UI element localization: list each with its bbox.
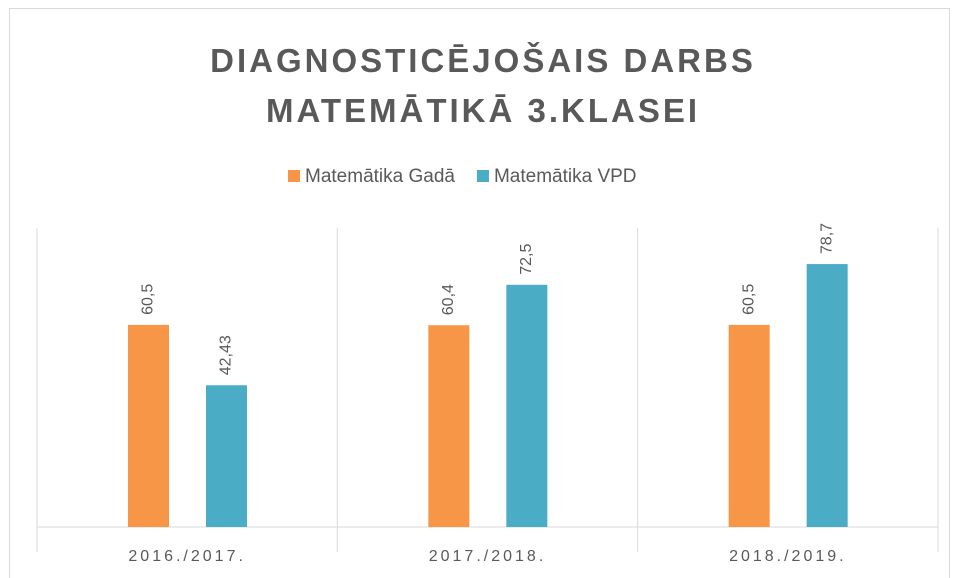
x-tick-label: 2017./2018. (429, 548, 547, 565)
bar (506, 284, 548, 527)
data-label: 72,5 (518, 244, 535, 275)
legend-swatch (288, 170, 300, 182)
data-label: 60,4 (440, 284, 457, 315)
data-label: 78,7 (818, 223, 835, 254)
bar (206, 385, 247, 527)
bar (728, 324, 770, 527)
data-label: 42,43 (218, 335, 235, 375)
bar (428, 325, 470, 527)
bar (806, 264, 848, 527)
legend-label: Matemātika Gadā (305, 166, 455, 187)
bar (128, 324, 169, 527)
x-tick-label: 2016./2017. (128, 548, 246, 565)
chart-title: DIAGNOSTICĒJOŠAIS DARBS MATEMĀTIKĀ 3.KLA… (210, 42, 756, 129)
data-label: 60,5 (140, 284, 157, 315)
x-tick-label: 2018./2019. (729, 548, 847, 565)
legend-label: Matemātika VPD (494, 166, 637, 187)
legend-swatch (476, 170, 489, 182)
data-label: 60,5 (740, 284, 757, 315)
